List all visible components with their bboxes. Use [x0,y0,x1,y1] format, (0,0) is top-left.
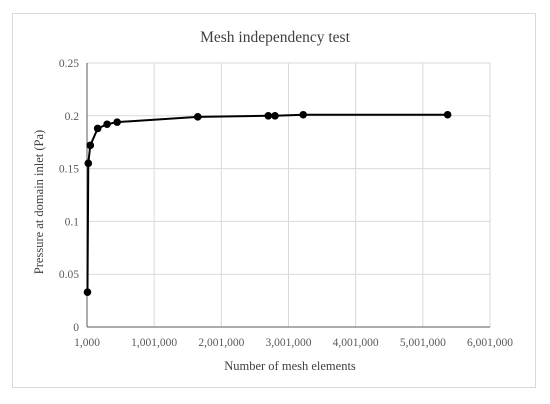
data-point [299,110,308,119]
chart-frame: 0 0.05 0.1 0.15 0.2 0.25 1,000 1,001,000 2,001,0… [12,13,536,388]
data-point [271,112,279,120]
data-point [443,110,452,119]
chart-title: Mesh independency test [200,29,350,46]
data-point [264,112,273,120]
chart: 0 0.05 0.1 0.15 0.2 0.25 1,000 1,001,000 2,001,0… [32,29,513,373]
x-tick-label: 6,001,000 [467,337,513,349]
data-point [84,159,93,168]
tick-labels: 0 0.05 0.1 0.15 0.2 0.25 1,000 1,001,000 2,001,0… [59,58,513,349]
x-tick-label: 4,001,000 [333,337,379,349]
x-axis-label: Number of mesh elements [224,359,356,373]
x-tick-label: 5,001,000 [400,337,446,349]
x-tick-label: 1,000 [74,337,100,349]
y-axis-label: Pressure at domain inlet (Pa) [32,130,46,274]
y-tick-label: 0.2 [65,111,80,123]
x-tick-label: 3,001,000 [266,337,312,349]
y-tick-label: 0.15 [59,164,79,176]
data-point [103,120,111,129]
y-tick-label: 0 [73,322,79,334]
y-tick-label: 0.25 [59,58,79,70]
y-tick-label: 0.1 [65,216,80,228]
gridlines [87,62,491,327]
y-tick-label: 0.05 [59,269,79,281]
x-tick-label: 2,001,000 [198,337,244,349]
data-point [113,118,121,126]
data-series [83,110,452,296]
data-point [193,113,202,121]
data-point [83,288,92,296]
x-tick-label: 1,001,000 [131,337,177,349]
data-point [86,141,95,150]
series-line [86,113,448,293]
data-point [93,124,102,133]
